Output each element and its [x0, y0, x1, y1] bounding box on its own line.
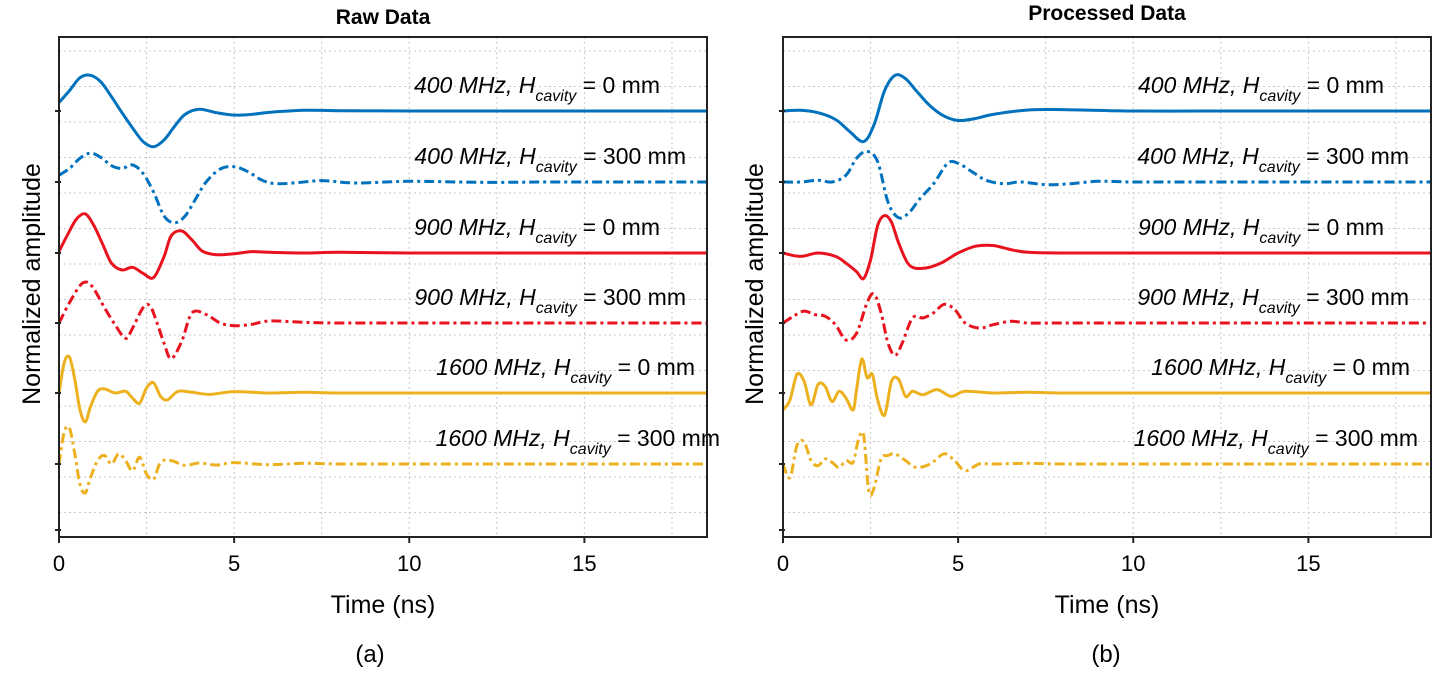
y-axis-label: Normalized amplitude [18, 163, 46, 405]
series-label-sub: cavity [536, 300, 578, 317]
series-label-sub: cavity [1259, 300, 1301, 317]
series-line-4 [782, 292, 1431, 357]
plot-frame [58, 36, 708, 538]
x-tick-label: 10 [1121, 551, 1145, 576]
plot-frame [782, 36, 1432, 538]
series-line-5 [781, 357, 1431, 418]
series-label-main: 900 MHz, H [1138, 214, 1260, 240]
series-label-5: 1600 MHz, Hcavity = 0 mm [436, 354, 695, 387]
series-label-2: 400 MHz, Hcavity = 300 mm [414, 143, 686, 176]
series-line-4 [57, 280, 707, 361]
series-label-tail: = 0 mm [1300, 214, 1384, 240]
series-line-3 [782, 214, 1431, 281]
series-label-sub: cavity [535, 88, 577, 105]
series-line-6 [781, 430, 1431, 497]
series-label-tail: = 0 mm [611, 354, 695, 380]
series-label-2: 400 MHz, Hcavity = 300 mm [1137, 143, 1409, 176]
y-axis-label: Normalized amplitude [741, 163, 769, 405]
series-label-sub: cavity [1268, 441, 1310, 458]
series-label-3: 900 MHz, Hcavity = 0 mm [414, 214, 660, 247]
series-label-tail: = 300 mm [1300, 143, 1409, 169]
series-label-main: 1600 MHz, H [1134, 425, 1269, 451]
series-label-tail: = 0 mm [1326, 354, 1410, 380]
series-line-6 [57, 424, 707, 495]
series-line-2 [782, 149, 1432, 220]
series-line-1 [57, 73, 707, 149]
series-label-main: 1600 MHz, H [1151, 354, 1286, 380]
x-tick-label: 0 [53, 551, 65, 576]
series-label-sub: cavity [536, 159, 578, 176]
series-label-main: 1600 MHz, H [436, 354, 571, 380]
series-label-4: 900 MHz, Hcavity = 300 mm [414, 284, 686, 317]
series-label-tail: = 300 mm [577, 143, 686, 169]
series-label-tail: = 300 mm [1300, 284, 1409, 310]
series-label-tail: = 300 mm [1309, 425, 1418, 451]
series-label-sub: cavity [1259, 230, 1301, 247]
x-tick-label: 5 [228, 551, 240, 576]
series-label-main: 400 MHz, H [1137, 143, 1259, 169]
x-tick-label: 15 [572, 551, 596, 576]
series-label-1: 400 MHz, Hcavity = 0 mm [414, 72, 660, 105]
series-label-main: 900 MHz, H [1137, 284, 1259, 310]
series-line-5 [57, 354, 707, 424]
series-label-1: 400 MHz, Hcavity = 0 mm [1138, 72, 1384, 105]
series-label-sub: cavity [535, 230, 577, 247]
series-label-tail: = 300 mm [611, 425, 720, 451]
series-label-tail: = 300 mm [577, 284, 686, 310]
series-line-2 [58, 151, 708, 225]
series-line-3 [57, 212, 707, 280]
panel-label: (a) [355, 641, 384, 668]
series-label-sub: cavity [570, 370, 612, 387]
x-tick-label: 15 [1296, 551, 1320, 576]
x-axis-label: Time (ns) [1055, 591, 1160, 619]
series-label-6: 1600 MHz, Hcavity = 300 mm [1134, 425, 1418, 458]
chart-title: Processed Data [1028, 2, 1186, 25]
series-label-sub: cavity [1259, 88, 1301, 105]
series-label-tail: = 0 mm [576, 72, 660, 98]
series-label-3: 900 MHz, Hcavity = 0 mm [1138, 214, 1384, 247]
series-label-4: 900 MHz, Hcavity = 300 mm [1137, 284, 1409, 317]
series-label-sub: cavity [570, 441, 612, 458]
series-label-main: 900 MHz, H [414, 214, 536, 240]
series-label-main: 1600 MHz, H [436, 425, 571, 451]
chart-title: Raw Data [336, 6, 431, 29]
series-label-main: 400 MHz, H [414, 143, 536, 169]
series-label-5: 1600 MHz, Hcavity = 0 mm [1151, 354, 1410, 387]
series-label-tail: = 0 mm [1300, 72, 1384, 98]
x-axis-label: Time (ns) [331, 591, 436, 619]
series-label-sub: cavity [1259, 159, 1301, 176]
series-label-main: 400 MHz, H [414, 72, 536, 98]
series-label-main: 400 MHz, H [1138, 72, 1260, 98]
series-label-6: 1600 MHz, Hcavity = 300 mm [436, 425, 720, 458]
series-line-1 [782, 73, 1431, 144]
series-label-tail: = 0 mm [576, 214, 660, 240]
x-tick-label: 5 [952, 551, 964, 576]
x-tick-label: 10 [397, 551, 421, 576]
series-label-sub: cavity [1285, 370, 1327, 387]
series-label-main: 900 MHz, H [414, 284, 536, 310]
x-tick-label: 0 [777, 551, 789, 576]
panel-label: (b) [1091, 641, 1120, 668]
